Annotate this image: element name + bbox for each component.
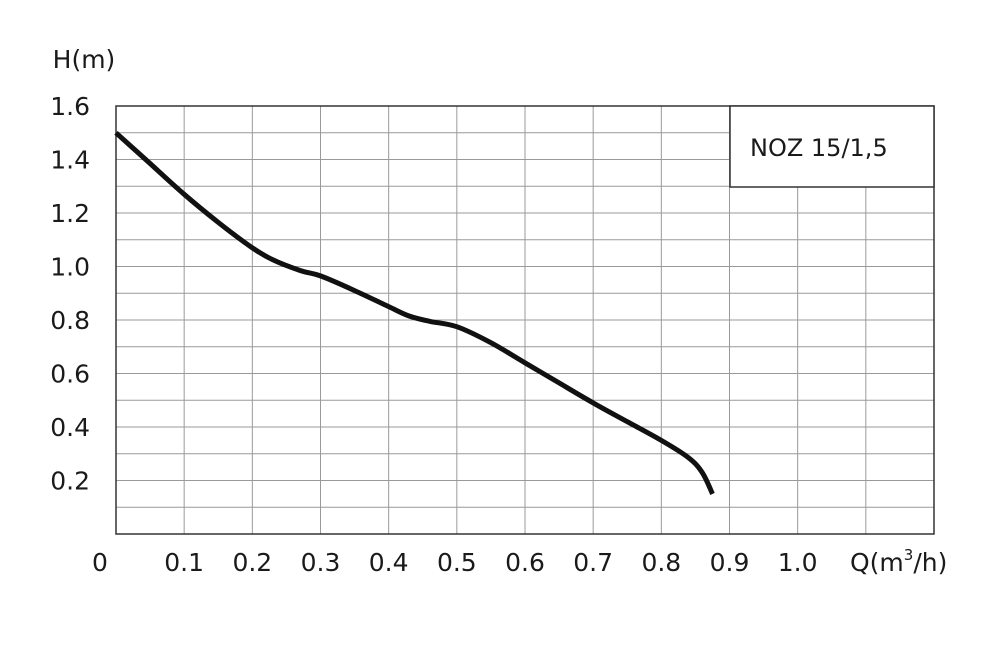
grid — [116, 106, 934, 534]
series-group — [114, 130, 715, 495]
y-tick-label: 1.2 — [50, 199, 90, 228]
x-tick-label: 1.0 — [778, 548, 818, 577]
x-tick-label: 0.1 — [164, 548, 204, 577]
y-tick-label: 0.2 — [50, 467, 90, 496]
x-axis-title-superscript: 3 — [904, 546, 914, 564]
y-tick-label: 1.0 — [50, 253, 90, 282]
x-tick-label-origin: 0 — [92, 548, 108, 577]
x-tick-label: 0.5 — [437, 548, 477, 577]
x-tick-label: 0.4 — [369, 548, 409, 577]
x-tick-label: 0.7 — [573, 548, 613, 577]
x-tick-label: 0.2 — [232, 548, 272, 577]
x-tick-label: 0.6 — [505, 548, 545, 577]
tick-labels: 0.1 0.2 0.3 0.4 0.5 0.6 0.7 0.8 0.9 1.0 0.2 0.4 0.6 0… — [50, 92, 817, 577]
x-tick-label: 0.9 — [710, 548, 750, 577]
plot-frame — [115, 105, 935, 535]
x-tick-label: 0.8 — [641, 548, 681, 577]
y-axis-title: H(m) — [53, 45, 116, 74]
legend: NOZ 15/1,5 — [729, 105, 935, 188]
y-tick-label: 0.4 — [50, 413, 90, 442]
x-tick-label: 0.3 — [301, 548, 341, 577]
legend-box — [729, 105, 935, 188]
x-axis-title-prefix: Q(m — [850, 548, 904, 577]
x-axis-title-suffix: /h) — [913, 548, 947, 577]
x-axis-title: Q(m3/h) — [850, 546, 947, 577]
y-tick-label: 1.6 — [50, 92, 90, 121]
y-tick-label: 1.4 — [50, 146, 90, 175]
series-line — [114, 130, 715, 495]
y-tick-label: 0.8 — [50, 306, 90, 335]
legend-label: NOZ 15/1,5 — [750, 134, 888, 162]
y-tick-label: 0.6 — [50, 360, 90, 389]
